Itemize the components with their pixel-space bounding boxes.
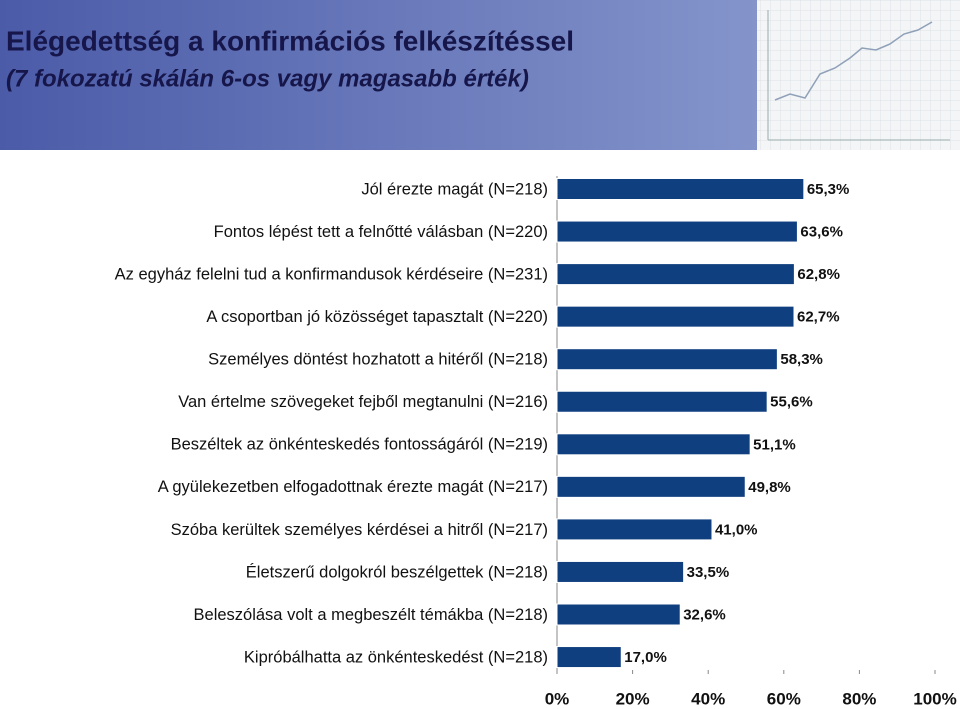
x-tick-label: 60%: [767, 689, 801, 708]
x-tick-label: 40%: [691, 689, 725, 708]
y-tick-label: A gyülekezetben elfogadottnak érezte mag…: [158, 478, 548, 496]
bar: [556, 348, 778, 371]
y-tick-label: Beszéltek az önkénteskedés fontosságáról…: [171, 436, 548, 454]
data-label: 17,0%: [624, 649, 667, 666]
y-tick-label: Fontos lépést tett a felnőtté válásban (…: [214, 223, 548, 241]
bar: [556, 220, 798, 243]
data-label: 49,8%: [748, 479, 791, 496]
y-tick-label: A csoportban jó közösséget tapasztalt (N…: [206, 308, 548, 326]
data-label: 32,6%: [683, 606, 726, 623]
x-tick-label: 100%: [913, 689, 956, 708]
bar: [556, 178, 805, 200]
bar: [556, 263, 795, 286]
data-label: 51,1%: [753, 436, 796, 453]
bar: [556, 475, 746, 498]
data-label: 65,3%: [807, 181, 850, 198]
y-tick-label: Kipróbálhatta az önkénteskedést (N=218): [244, 648, 548, 666]
y-tick-label: Szóba kerültek személyes kérdései a hitr…: [171, 521, 548, 539]
y-tick-label: Életszerű dolgokról beszélgettek (N=218): [246, 562, 548, 581]
bar: [556, 390, 768, 413]
bar: [556, 603, 681, 626]
x-tick-label: 20%: [616, 689, 650, 708]
data-label: 55,6%: [770, 394, 813, 411]
data-label: 63,6%: [800, 224, 843, 241]
x-tick-label: 0%: [545, 689, 570, 708]
y-tick-label: Beleszólása volt a megbeszélt témákba (N…: [194, 606, 548, 624]
y-tick-label: Személyes döntést hozhatott a hitéről (N…: [208, 351, 548, 369]
data-label: 62,7%: [797, 309, 840, 326]
decor-image: [757, 0, 960, 150]
bar: [556, 560, 685, 583]
chart-subtitle: (7 fokozatú skálán 6-os vagy magasabb ér…: [6, 65, 529, 92]
y-tick-label: Van értelme szövegeket fejből megtanulni…: [178, 393, 548, 411]
bar: [556, 433, 751, 456]
chart-title: Elégedettség a konfirmációs felkészítéss…: [6, 25, 574, 56]
bar: [556, 305, 795, 328]
bar: [556, 646, 622, 669]
data-label: 62,8%: [797, 266, 840, 283]
data-label: 33,5%: [687, 564, 730, 581]
data-label: 58,3%: [780, 351, 823, 368]
data-label: 41,0%: [715, 521, 758, 538]
x-tick-label: 80%: [842, 689, 876, 708]
y-tick-label: Az egyház felelni tud a konfirmandusok k…: [115, 265, 548, 283]
y-tick-label: Jól érezte magát (N=218): [361, 180, 548, 198]
bar: [556, 518, 713, 541]
